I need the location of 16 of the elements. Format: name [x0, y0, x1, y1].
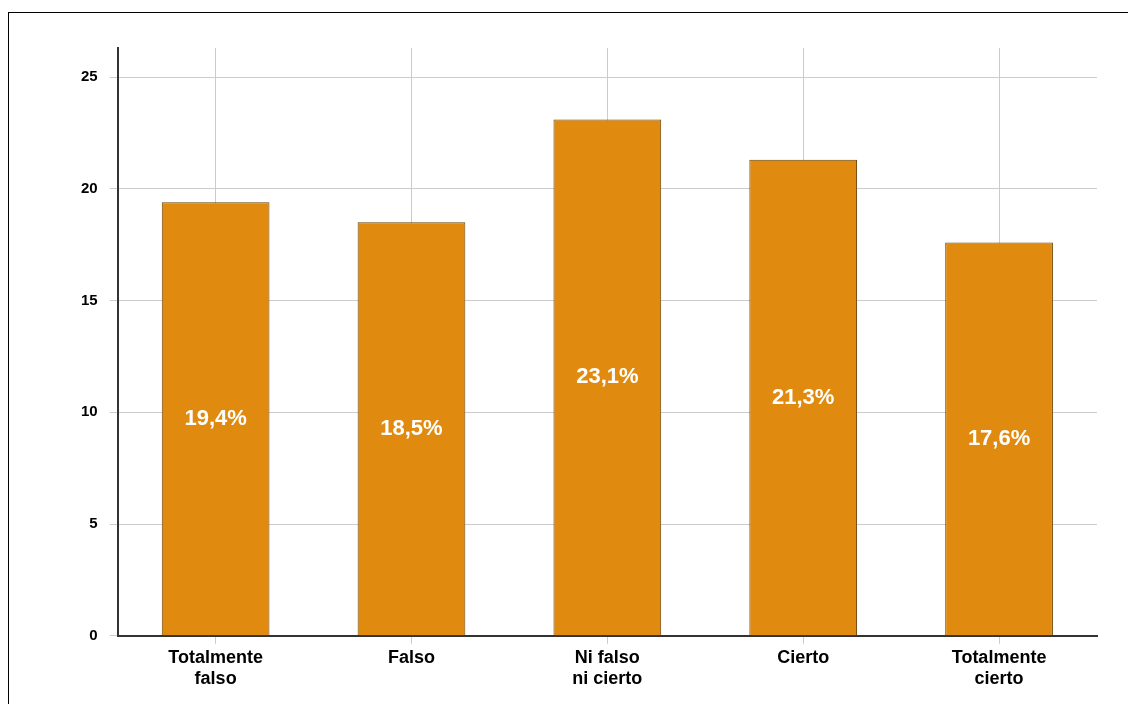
y-tick-label: 15 [81, 290, 98, 308]
x-tick-label: Cierto [777, 646, 830, 667]
data-label: 21,3% [772, 383, 835, 409]
y-tick-label: 25 [81, 67, 98, 85]
data-label: 23,1% [576, 363, 639, 389]
x-tick-label: Ni falso ni cierto [572, 646, 643, 689]
x-tick-label: Falso [387, 646, 435, 667]
data-label: 19,4% [184, 404, 247, 430]
y-tick-label: 10 [81, 402, 98, 420]
x-tick-label: Totalmente cierto [951, 646, 1047, 689]
data-label: 17,6% [967, 424, 1031, 450]
y-tick-label: 20 [81, 178, 98, 196]
x-tick-label: Totalmente falso [168, 646, 263, 689]
y-tick-label: 0 [89, 625, 98, 643]
y-tick-label: 5 [89, 514, 98, 532]
data-label: 18,5% [380, 414, 443, 440]
